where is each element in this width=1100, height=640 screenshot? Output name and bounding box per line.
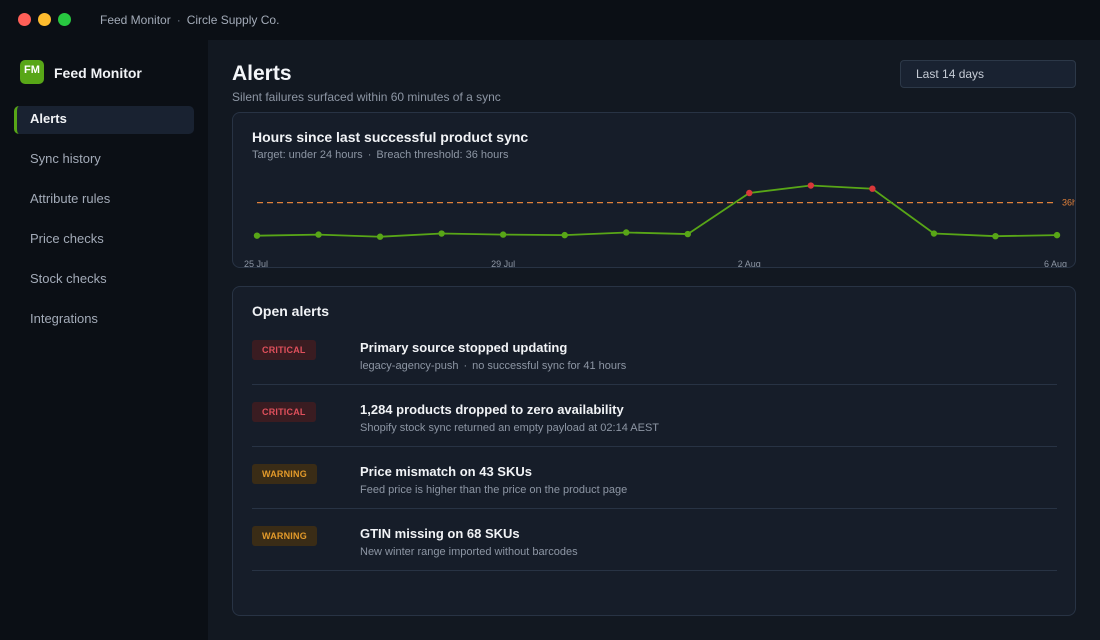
data-point: [684, 230, 691, 238]
page-title: Alerts: [232, 62, 292, 85]
app-logo: FM: [20, 60, 44, 84]
window-app-name: Feed Monitor: [100, 13, 171, 27]
sidebar: FM Feed Monitor Alerts Sync history Attr…: [0, 40, 208, 640]
data-point: [1053, 231, 1061, 239]
sidebar-item-price-checks[interactable]: Price checks: [30, 231, 104, 246]
close-window-button[interactable]: [18, 13, 31, 26]
alert-detail: no successful sync for 41 hours: [472, 360, 627, 372]
data-point: [992, 233, 999, 240]
data-point: [315, 231, 322, 238]
sidebar-item-alerts[interactable]: Alerts: [14, 106, 194, 134]
page-subtitle: Silent failures surfaced within 60 minut…: [232, 90, 501, 104]
breach-data-point: [869, 185, 876, 192]
alert-title: 1,284 products dropped to zero availabil…: [360, 402, 624, 417]
x-tick-label: 25 Jul: [244, 259, 268, 268]
x-tick-label: 2 Aug: [738, 259, 761, 268]
alert-title: Primary source stopped updating: [360, 340, 568, 355]
alert-item[interactable]: CRITICAL 1,284 products dropped to zero …: [252, 385, 1057, 447]
window-title: Feed Monitor · Circle Supply Co.: [100, 13, 279, 27]
minimize-window-button[interactable]: [38, 13, 51, 26]
alert-item[interactable]: WARNING Price mismatch on 43 SKUs Feed p…: [252, 447, 1057, 509]
data-point: [253, 232, 261, 239]
alert-separator: ·: [463, 360, 468, 372]
chart-subtitle-separator: ·: [367, 149, 372, 161]
alerts-section-title: Open alerts: [252, 303, 330, 319]
alert-description: New winter range imported without barcod…: [360, 546, 578, 558]
main-content: Alerts Silent failures surfaced within 6…: [208, 40, 1100, 640]
app-brand-name: Feed Monitor: [54, 65, 142, 81]
sync-chart-card: Hours since last successful product sync…: [232, 112, 1076, 268]
alert-description: legacy-agency-push · no successful sync fo…: [360, 360, 626, 372]
breach-data-point: [807, 182, 815, 189]
threshold-label: 36h: [1062, 198, 1076, 208]
alert-item[interactable]: WARNING GTIN missing on 68 SKUs New wint…: [252, 509, 1057, 571]
alert-item[interactable]: CRITICAL Primary source stopped updating…: [252, 323, 1057, 385]
data-point: [438, 230, 445, 237]
window-title-separator: ·: [176, 13, 181, 27]
chart-target-text: Target: under 24 hours: [252, 149, 363, 161]
severity-badge: CRITICAL: [252, 340, 316, 360]
data-point: [499, 231, 507, 238]
severity-badge: WARNING: [252, 526, 317, 546]
series-line: [256, 184, 1058, 238]
maximize-window-button[interactable]: [58, 13, 71, 26]
sidebar-item-integrations[interactable]: Integrations: [30, 311, 98, 326]
sidebar-item-attribute-rules[interactable]: Attribute rules: [30, 191, 111, 206]
data-point: [561, 231, 568, 239]
sync-line-chart: 36h 25 Jul 29 Jul 2 Aug 6 Aug: [244, 182, 1076, 268]
chart-subtitle: Target: under 24 hours · Breach threshold:…: [252, 149, 508, 161]
alert-description: Feed price is higher than the price on t…: [360, 484, 628, 496]
data-point: [623, 229, 630, 236]
data-point: [930, 230, 938, 237]
sidebar-item-stock-checks[interactable]: Stock checks: [30, 271, 107, 286]
severity-badge: CRITICAL: [252, 402, 316, 422]
chart-title: Hours since last successful product sync: [252, 129, 529, 145]
chart-threshold-text: Breach threshold: 36 hours: [376, 149, 509, 161]
breach-data-point: [746, 189, 753, 197]
sidebar-item-sync-history[interactable]: Sync history: [30, 151, 101, 166]
alert-title: Price mismatch on 43 SKUs: [360, 464, 532, 479]
alert-source: legacy-agency-push: [360, 360, 459, 372]
severity-badge: WARNING: [252, 464, 317, 484]
x-tick-label: 29 Jul: [491, 259, 515, 268]
open-alerts-card: Open alerts CRITICAL Primary source stop…: [232, 286, 1076, 616]
x-tick-label: 6 Aug: [1044, 259, 1067, 268]
window-company-name: Circle Supply Co.: [186, 13, 280, 27]
alert-title: GTIN missing on 68 SKUs: [360, 526, 520, 541]
data-point: [376, 233, 384, 240]
window-titlebar: Feed Monitor · Circle Supply Co.: [0, 0, 1100, 40]
alert-description: Shopify stock sync returned an empty pay…: [360, 422, 660, 434]
date-range-select[interactable]: Last 14 days: [900, 60, 1076, 88]
